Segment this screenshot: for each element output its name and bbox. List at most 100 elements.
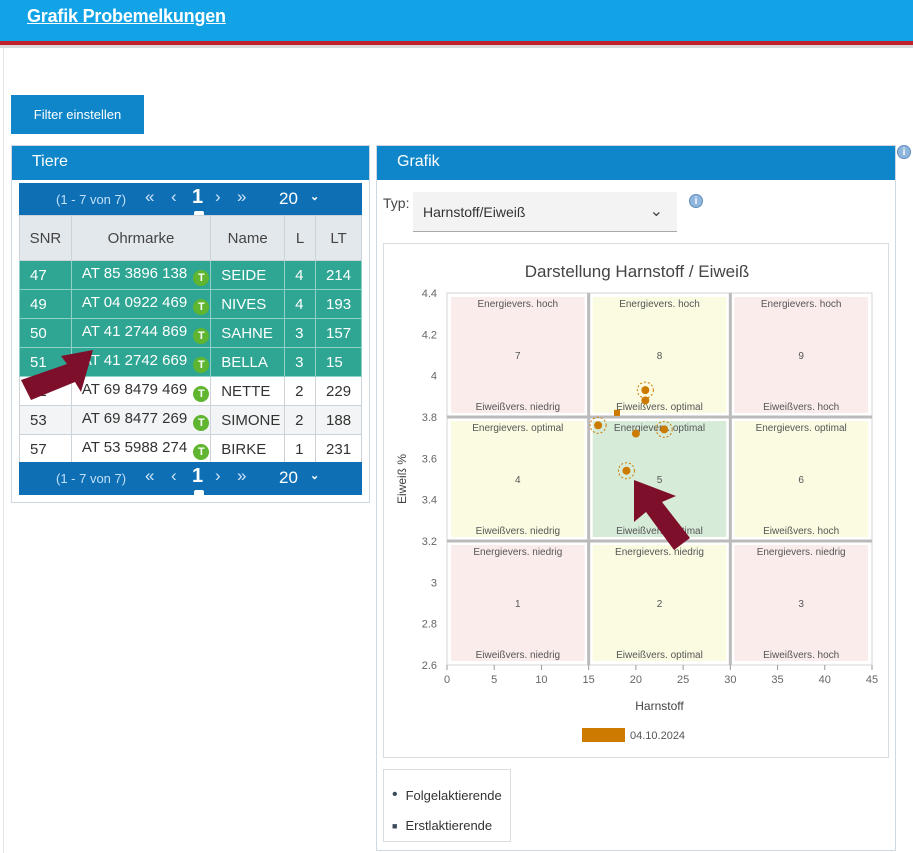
- chevron-down-icon[interactable]: ⌄: [310, 191, 320, 203]
- zone-top-label: Energievers. optimal: [614, 423, 705, 434]
- cell-name-text: NETTE: [221, 382, 271, 400]
- x-tick-label: 30: [724, 674, 736, 686]
- page-title-link[interactable]: Grafik Probemelkungen: [27, 6, 226, 26]
- pager-info: (1 - 7 von 7): [56, 192, 127, 207]
- y-tick-label: 4: [431, 371, 437, 383]
- column-header-snr[interactable]: SNR: [19, 215, 72, 261]
- legend-label: Erstlaktierende: [405, 818, 493, 833]
- cell-snr: 47: [19, 260, 72, 290]
- zone-top-label: Energievers. hoch: [619, 299, 700, 310]
- page-size-select[interactable]: 20: [279, 189, 298, 208]
- filter-settings-button[interactable]: Filter einstellen: [11, 95, 144, 134]
- cell-l: 2: [284, 376, 317, 406]
- prev-page-button[interactable]: ‹: [171, 187, 177, 206]
- chevron-down-icon[interactable]: ⌄: [649, 203, 663, 220]
- cell-ohrmarke: AT 41 2744 869 T: [70, 318, 212, 348]
- tiere-panel-title: Tiere: [12, 146, 369, 180]
- chart-type-select[interactable]: Harnstoff/Eiweiß ⌄: [413, 192, 677, 232]
- zone-8: [592, 297, 727, 413]
- cell-l-text: 3: [295, 353, 304, 371]
- cell-snr-text: 47: [30, 266, 47, 284]
- cell-l-text: 2: [295, 411, 304, 429]
- pointer-arrow-chart: [634, 480, 690, 550]
- table-row[interactable]: 50 AT 41 2744 869 T SAHNE 3 157: [19, 318, 362, 348]
- cell-snr-text: 57: [30, 440, 47, 458]
- tagged-badge-icon: T: [193, 385, 210, 402]
- data-point-highlight: [617, 462, 635, 480]
- cell-snr-text: 50: [30, 324, 47, 342]
- cell-l-text: 4: [295, 266, 304, 284]
- legend-swatch: [582, 728, 625, 742]
- cell-snr: 57: [19, 434, 72, 464]
- zone-top-label: Energievers. hoch: [478, 299, 559, 310]
- next-page-button[interactable]: ›: [215, 466, 221, 485]
- zone-bottom-label: Eiweißvers. niedrig: [476, 402, 560, 413]
- zone-number: 1: [515, 599, 521, 610]
- content-border: [3, 48, 4, 853]
- column-header-lt[interactable]: LT: [315, 215, 362, 261]
- cell-l: 4: [284, 260, 317, 290]
- x-tick-label: 20: [630, 674, 642, 686]
- chevron-down-icon[interactable]: ⌄: [310, 470, 320, 482]
- last-page-button[interactable]: »: [237, 466, 247, 485]
- table-row[interactable]: 47 AT 85 3896 138 T SEIDE 4 214: [19, 260, 362, 290]
- x-tick-label: 0: [444, 674, 450, 686]
- table-row[interactable]: 49 AT 04 0922 469 T NIVES 4 193: [19, 289, 362, 319]
- header-accent-line: [0, 41, 913, 45]
- zone-4: [451, 421, 585, 537]
- cell-lt: 231: [315, 434, 362, 464]
- tiere-table: SNR Ohrmarke Name L LT 47 AT 85 3896 138 …: [19, 215, 362, 464]
- data-point: [631, 429, 640, 438]
- next-page-button[interactable]: ›: [215, 187, 221, 206]
- table-row[interactable]: 53 AT 69 8477 269 T SIMONE 2 188: [19, 405, 362, 435]
- cell-lt-text: 231: [326, 440, 352, 458]
- column-header-ohrmarke[interactable]: Ohrmarke: [70, 215, 212, 261]
- zone-top-label: Energievers. niedrig: [473, 547, 562, 558]
- column-header-l[interactable]: L: [284, 215, 317, 261]
- pointer-arrow-table: [21, 350, 93, 400]
- cell-l: 3: [284, 347, 317, 377]
- last-page-button[interactable]: »: [237, 187, 247, 206]
- zone-1: [451, 545, 585, 661]
- table-row[interactable]: 51 AT 41 2742 669 T BELLA 3 15: [19, 347, 362, 377]
- zone-top-label: Energievers. niedrig: [615, 547, 704, 558]
- info-icon[interactable]: i: [689, 194, 703, 208]
- scatter-chart: Darstellung Harnstoff / Eiweiß Energiever…: [395, 262, 878, 742]
- cell-name: BELLA: [210, 347, 286, 377]
- data-point: [622, 466, 631, 475]
- x-tick-label: 25: [677, 674, 689, 686]
- cell-name-text: NIVES: [221, 295, 267, 313]
- cell-snr: 50: [19, 318, 72, 348]
- y-tick-label: 3: [431, 577, 437, 589]
- y-tick-label: 3.8: [422, 412, 437, 424]
- cell-name: NETTE: [210, 376, 286, 406]
- column-header-name[interactable]: Name: [210, 215, 286, 261]
- info-icon[interactable]: i: [897, 145, 911, 159]
- current-page-button[interactable]: 1: [192, 186, 204, 208]
- pager-info: (1 - 7 von 7): [56, 471, 127, 486]
- current-page-indicator: [194, 211, 204, 216]
- y-tick-label: 3.4: [422, 495, 437, 507]
- first-page-button[interactable]: «: [145, 466, 155, 485]
- cell-ohrmarke: AT 69 8477 269 T: [70, 405, 212, 435]
- table-row[interactable]: 57 AT 53 5988 274 T BIRKE 1 231: [19, 434, 362, 464]
- x-tick-label: 35: [771, 674, 783, 686]
- cell-snr-text: 49: [30, 295, 47, 313]
- cell-ohrmarke-text: AT 69 8479 469: [81, 380, 188, 398]
- legend-label: 04.10.2024: [630, 730, 685, 742]
- y-axis-label: Eiweiß %: [395, 454, 409, 504]
- prev-page-button[interactable]: ‹: [171, 466, 177, 485]
- cell-lt-text: 214: [326, 266, 352, 284]
- cell-lt: 15: [315, 347, 362, 377]
- data-point: [594, 421, 603, 430]
- tagged-badge-icon: T: [193, 356, 210, 373]
- tiere-panel: Tiere (1 - 7 von 7) « ‹ 1 › » 20 ⌄ SNR O…: [11, 145, 370, 503]
- cell-lt-text: 188: [326, 411, 352, 429]
- cell-name-text: SIMONE: [221, 411, 281, 429]
- first-page-button[interactable]: «: [145, 187, 155, 206]
- current-page-button[interactable]: 1: [192, 465, 204, 487]
- page-size-select[interactable]: 20: [279, 468, 298, 487]
- data-point-highlight: [589, 416, 607, 434]
- data-point: [660, 425, 669, 434]
